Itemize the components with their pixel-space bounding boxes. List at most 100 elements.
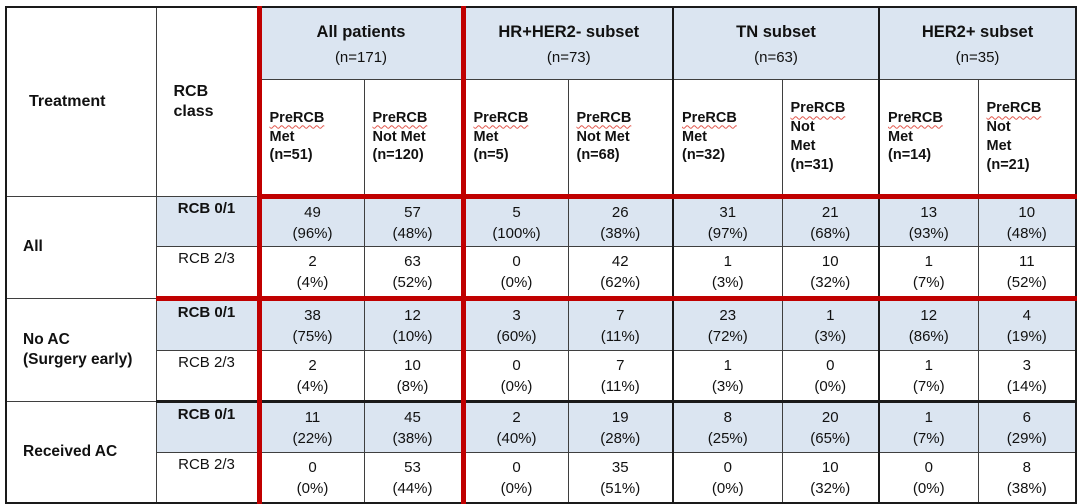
data-cell: 53 (44%) (363, 452, 464, 504)
data-cell: 1 (3%) (672, 246, 783, 301)
data-cell: 10 (48%) (977, 196, 1077, 247)
group-header-her2pos-subset: HER2+ subset (n=35) (878, 6, 1077, 80)
rcb-class-column-header: RCB class (155, 6, 260, 197)
group-title: All patients (316, 22, 406, 41)
subheader-detail: Met (n=5) (473, 128, 509, 164)
group-title: TN subset (736, 22, 816, 41)
group-header-tn-subset: TN subset (n=63) (671, 6, 880, 80)
subheader-detail: Met (n=51) (269, 128, 313, 164)
rcb-response-table: Treatment RCB class All patients (n=171)… (5, 6, 1078, 504)
data-cell: 10 (32%) (781, 452, 880, 504)
subheader-detail: Met (n=14) (888, 128, 932, 164)
group-header-hr-her2neg-subset: HR+HER2- subset (n=73) (460, 6, 674, 80)
prercb-term: PreRCB (888, 109, 943, 126)
data-cell: 1 (3%) (672, 350, 783, 403)
prercb-term: PreRCB (790, 100, 846, 117)
data-cell: 31 (97%) (672, 196, 783, 247)
data-cell: 42 (62%) (567, 246, 674, 301)
data-cell: 2 (4%) (256, 246, 365, 301)
data-cell: 8 (38%) (977, 452, 1077, 504)
table-row: Received AC RCB 0/1 11 (22%) 45 (38%) 2 … (5, 401, 1077, 504)
data-cell: 38 (75%) (256, 298, 365, 351)
data-cell: 1 (3%) (781, 298, 880, 351)
data-cell: 12 (86%) (878, 298, 979, 351)
data-cell: 1 (7%) (878, 350, 979, 403)
subheader-detail: Not Met (n=120) (372, 128, 426, 164)
data-cell: 2 (40%) (460, 401, 569, 453)
data-cell: 45 (38%) (363, 401, 464, 453)
table-row: RCB 2/3 0 (0%) 53 (44%) 0 (0%) 35 (51%) … (6, 452, 1077, 504)
data-cell: 10 (8%) (363, 350, 464, 403)
table-row: RCB 2/3 2 (4%) 63 (52%) 0 (0%) 42 (62%) … (6, 246, 1077, 301)
data-cell: 35 (51%) (567, 452, 674, 504)
data-cell: 0 (0%) (460, 246, 569, 301)
data-cell: 63 (52%) (363, 246, 464, 301)
treatment-column-header: Treatment (5, 6, 157, 197)
data-cell: 0 (0%) (781, 350, 880, 403)
prercb-term: PreRCB (269, 109, 325, 126)
data-cell: 0 (0%) (256, 452, 365, 504)
rcb-class-cell: RCB 2/3 (155, 452, 260, 504)
data-cell: 5 (100%) (460, 196, 569, 247)
group-n: (n=73) (546, 49, 591, 67)
data-cell: 3 (60%) (460, 298, 569, 351)
group-n: (n=63) (754, 49, 798, 67)
data-cell: 26 (38%) (567, 196, 674, 247)
data-cell: 0 (0%) (878, 452, 979, 504)
group-header-row: Treatment RCB class All patients (n=171)… (5, 6, 1077, 197)
data-cell: 2 (4%) (256, 350, 365, 403)
subheader-detail: Not Met (n=21) (986, 119, 1030, 173)
rcb-class-cell: RCB 0/1 (155, 401, 260, 453)
prercb-term: PreRCB (682, 109, 737, 126)
prercb-term: PreRCB (372, 109, 428, 126)
data-cell: 1 (7%) (878, 246, 979, 301)
data-cell: 8 (25%) (672, 401, 783, 453)
table-row: RCB 2/3 2 (4%) 10 (8%) 0 (0%) 7 (11%) 1 … (6, 350, 1077, 403)
treatment-label-all: All (5, 196, 157, 299)
data-cell: 4 (19%) (977, 298, 1077, 351)
subheader-all-notmet: PreRCB Not Met (n=120) (363, 79, 464, 199)
treatment-label-received-ac: Received AC (5, 401, 157, 504)
rcb-class-cell: RCB 0/1 (155, 196, 260, 247)
table-row: No AC (Surgery early) RCB 0/1 38 (75%) 1… (5, 298, 1077, 402)
subheader-hr-met: PreRCB Met (n=5) (460, 79, 569, 199)
subheader-tn-met: PreRCB Met (n=32) (672, 79, 783, 199)
prercb-term: PreRCB (473, 109, 529, 126)
rcb-class-cell: RCB 2/3 (155, 350, 260, 403)
group-header-all-patients: All patients (n=171) (256, 6, 464, 80)
data-cell: 23 (72%) (672, 298, 783, 351)
data-cell: 10 (32%) (781, 246, 880, 301)
data-cell: 12 (10%) (363, 298, 464, 351)
subheader-hr-notmet: PreRCB Not Met (n=68) (567, 79, 674, 199)
group-n: (n=35) (955, 49, 1000, 67)
subheader-her2-notmet: PreRCB Not Met (n=21) (977, 79, 1077, 199)
rcb-class-cell: RCB 2/3 (155, 246, 260, 301)
data-cell: 1 (7%) (878, 401, 979, 453)
subheader-all-met: PreRCB Met (n=51) (256, 79, 365, 199)
data-cell: 0 (0%) (460, 350, 569, 403)
treatment-label-no-ac: No AC (Surgery early) (5, 298, 157, 402)
subheader-detail: Not Met (n=31) (790, 119, 834, 173)
subheader-detail: Met (n=32) (682, 128, 726, 164)
subheader-row: PreRCB Met (n=51) PreRCB Not Met (n=120)… (6, 79, 1077, 199)
group-title: HER2+ subset (921, 22, 1034, 41)
data-cell: 57 (48%) (363, 196, 464, 247)
data-cell: 20 (65%) (781, 401, 880, 453)
data-cell: 13 (93%) (878, 196, 979, 247)
data-cell: 6 (29%) (977, 401, 1077, 453)
data-cell: 0 (0%) (672, 452, 783, 504)
data-cell: 21 (68%) (781, 196, 880, 247)
prercb-term: PreRCB (986, 100, 1042, 117)
group-title: HR+HER2- subset (498, 22, 640, 41)
data-cell: 7 (11%) (567, 350, 674, 403)
prercb-term: PreRCB (576, 109, 632, 126)
rcb-class-cell: RCB 0/1 (155, 298, 260, 351)
data-cell: 7 (11%) (567, 298, 674, 351)
data-cell: 49 (96%) (256, 196, 365, 247)
subheader-tn-notmet: PreRCB Not Met (n=31) (781, 79, 880, 199)
subheader-her2-met: PreRCB Met (n=14) (878, 79, 979, 199)
data-cell: 3 (14%) (977, 350, 1077, 403)
data-cell: 19 (28%) (567, 401, 674, 453)
data-cell: 11 (22%) (256, 401, 365, 453)
